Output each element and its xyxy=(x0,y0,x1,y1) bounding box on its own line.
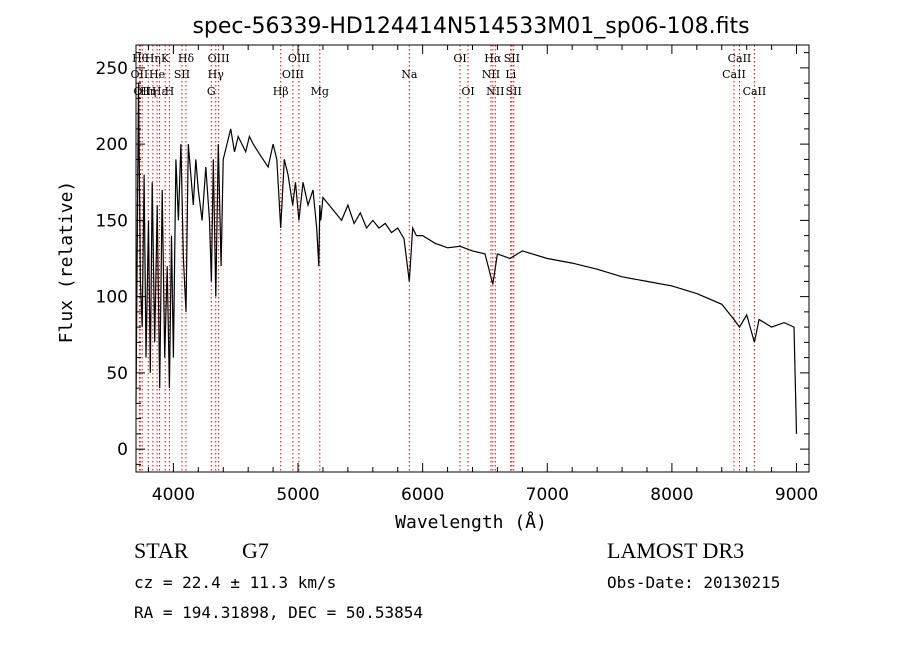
line-marker-label: Hη xyxy=(145,52,161,65)
line-marker-label: OIII xyxy=(282,68,304,81)
line-marker-label: CaII xyxy=(728,52,752,65)
line-marker-label: CaII xyxy=(722,68,746,81)
y-axis-label: Flux (relative) xyxy=(56,181,77,344)
line-marker-label: NII xyxy=(482,68,500,81)
line-marker-label: Hδ xyxy=(178,52,195,65)
line-marker-label: NII xyxy=(486,85,504,98)
x-tick-label: 5000 xyxy=(276,485,319,505)
line-marker-label: OIII xyxy=(288,52,310,65)
coordinates: RA = 194.31898, DEC = 50.53854 xyxy=(134,603,423,622)
line-marker-label: SII xyxy=(504,52,520,65)
x-tick-label: 6000 xyxy=(401,485,444,505)
redshift-cz: cz = 22.4 ± 11.3 km/s xyxy=(134,573,337,592)
y-tick-label: 0 xyxy=(117,440,128,460)
x-axis-ticks: 4000 5000 6000 7000 8000 9000 xyxy=(147,45,818,505)
line-marker-label: Hγ xyxy=(208,68,225,81)
y-axis-ticks: 0 50 100 150 200 250 xyxy=(96,52,809,465)
line-marker-label: Hη xyxy=(140,85,156,98)
line-marker-label: OI xyxy=(453,52,466,65)
y-tick-label: 250 xyxy=(96,59,128,79)
line-marker-label: Mg xyxy=(311,85,329,98)
observation-date: Obs-Date: 20130215 xyxy=(607,573,781,592)
y-tick-label: 200 xyxy=(96,135,128,155)
x-tick-label: 8000 xyxy=(650,485,693,505)
x-axis-label: Wavelength (Å) xyxy=(395,511,547,533)
line-marker-label: Hα xyxy=(484,52,502,65)
x-tick-label: 4000 xyxy=(152,485,195,505)
x-tick-label: 7000 xyxy=(526,485,569,505)
line-marker-label: SII xyxy=(506,85,522,98)
line-marker-label: G xyxy=(207,85,216,98)
line-marker-label: Na xyxy=(401,68,418,81)
emission-line-markers xyxy=(138,45,755,472)
line-marker-label: He xyxy=(149,68,165,81)
line-marker-label: K xyxy=(161,52,170,65)
y-tick-label: 50 xyxy=(106,364,128,384)
chart-title: spec-56339-HD124414N514533M01_sp06-108.f… xyxy=(192,14,749,39)
line-marker-label: Hε xyxy=(152,85,168,98)
line-marker-label: Hβ xyxy=(273,85,289,98)
plot-frame xyxy=(135,44,810,473)
x-tick-label: 9000 xyxy=(775,485,818,505)
line-marker-label: Li xyxy=(505,68,516,81)
y-tick-label: 100 xyxy=(96,288,128,308)
line-marker-label: OII xyxy=(133,85,151,98)
object-class: STAR xyxy=(134,538,189,563)
spectrum-line xyxy=(135,83,798,434)
line-marker-label: SII xyxy=(174,68,190,81)
line-marker-label: H xyxy=(165,85,175,98)
line-marker-label: OIII xyxy=(208,52,230,65)
object-subclass: G7 xyxy=(242,538,269,563)
line-marker-label: OII xyxy=(131,68,149,81)
survey-name: LAMOST DR3 xyxy=(607,538,745,563)
line-marker-label: OI xyxy=(461,85,474,98)
y-tick-label: 150 xyxy=(96,211,128,231)
line-marker-label: CaII xyxy=(743,85,767,98)
emission-line-labels: OIIHθOIIHηHηHeHεKHSIIHδGHγOIIIHβOIIIOIII… xyxy=(131,52,767,98)
